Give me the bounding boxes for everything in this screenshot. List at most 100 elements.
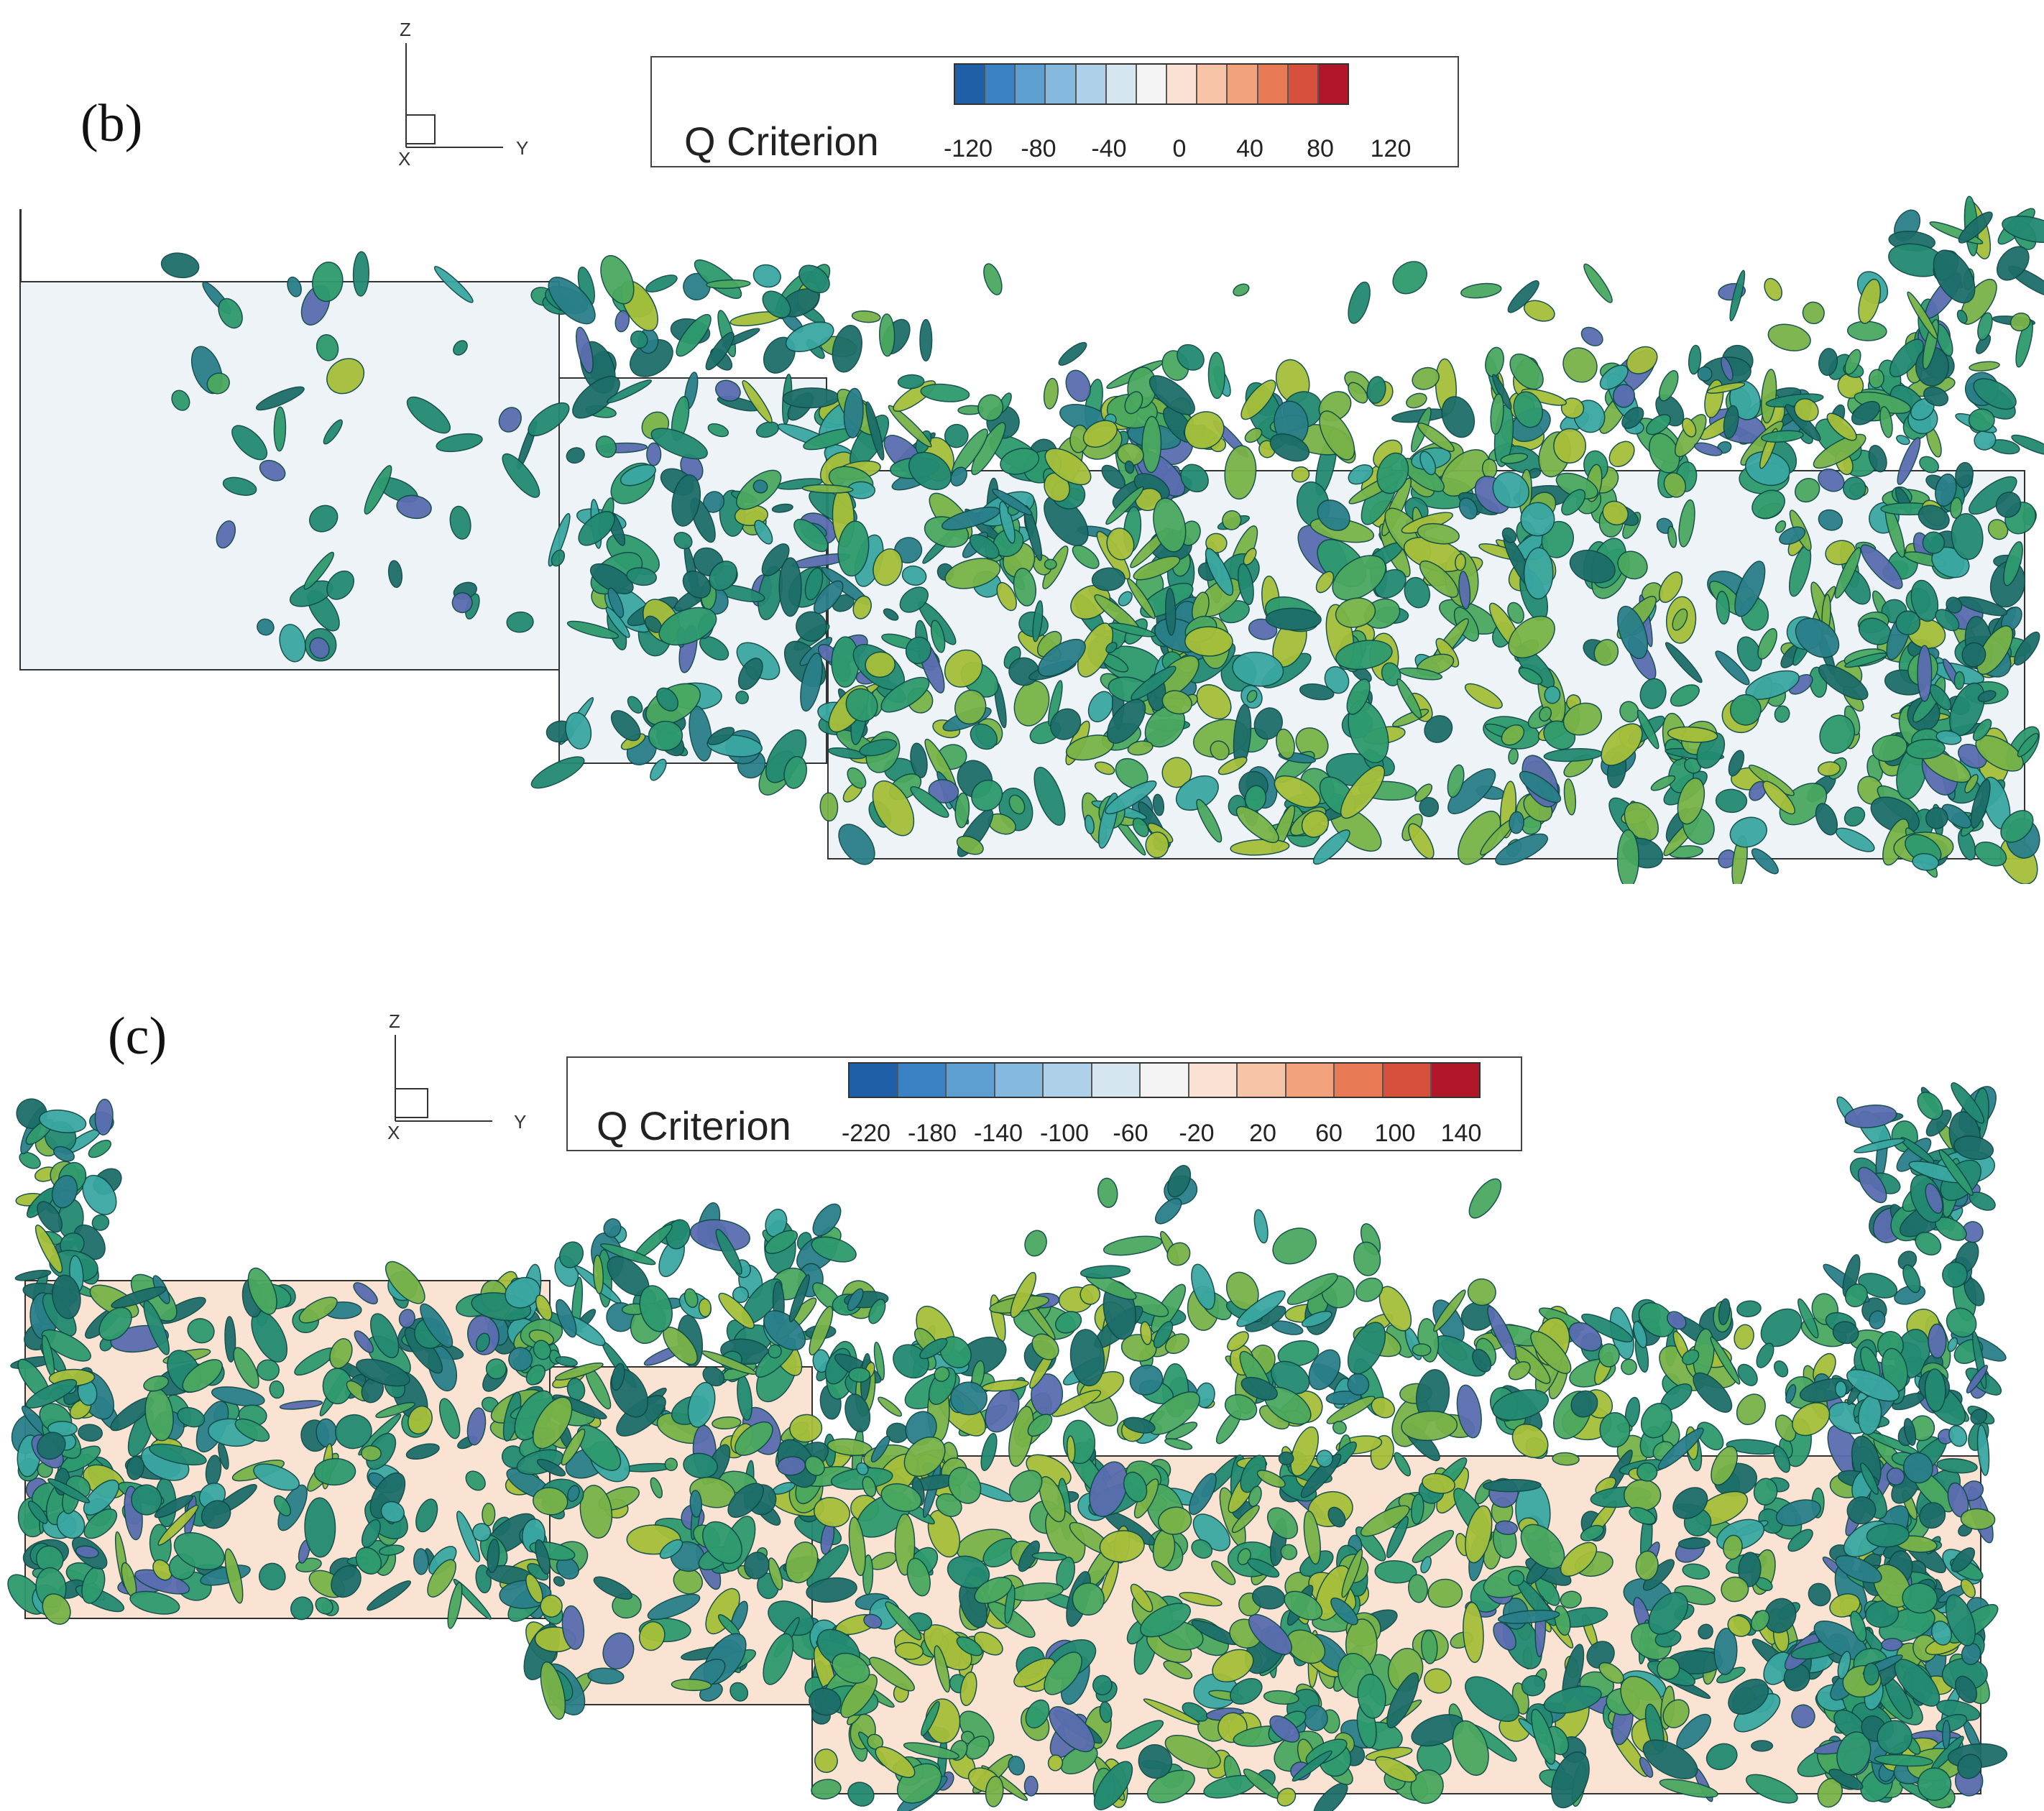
vortex-blob — [1670, 684, 1700, 707]
legend-ticks: -220 -180 -140 -100 -60 -20 20 60 100 140 — [568, 1120, 1521, 1148]
vortex-blob — [1427, 1578, 1463, 1608]
vortex-blob — [453, 1578, 492, 1620]
vortex-blob — [355, 1547, 382, 1575]
vortex-blob — [944, 423, 969, 448]
vortex-blob — [498, 407, 522, 433]
vortex-blob — [1205, 548, 1234, 596]
vortex-blob — [1795, 617, 1840, 658]
vortex-blob — [1832, 1321, 1859, 1345]
vortex-blob — [785, 1542, 819, 1584]
vortex-blob — [954, 689, 987, 725]
vortex-blob — [771, 503, 793, 513]
vortex-blob — [2017, 732, 2039, 757]
vortex-blob — [1877, 1720, 1912, 1755]
vortex-blob — [1846, 1496, 1877, 1525]
isosurface-scene — [19, 195, 2044, 884]
vortex-blob — [1129, 1364, 1164, 1396]
vortex-blob — [378, 1544, 405, 1556]
vortex-blob — [1598, 1662, 1624, 1684]
vortex-blob — [1348, 382, 1368, 404]
vortex-blob — [177, 1406, 206, 1428]
vortex-blob — [2011, 434, 2044, 456]
vortex-blob — [413, 1548, 429, 1575]
vortex-blob — [1866, 1523, 1910, 1548]
axis-label-z: Z — [400, 19, 411, 40]
vortex-blob — [1753, 1478, 1778, 1506]
color-swatch — [1141, 1064, 1189, 1097]
vortex-blob — [1265, 607, 1322, 631]
vortex-blob — [1715, 650, 1750, 686]
vortex-blob — [555, 1356, 578, 1367]
vortex-blob — [47, 1478, 91, 1503]
vortex-blob — [1326, 1396, 1376, 1424]
vortex-blob — [974, 1577, 1013, 1604]
vortex-blob — [353, 1282, 378, 1305]
vortex-blob — [39, 1109, 87, 1133]
vortex-blob — [1004, 1584, 1016, 1624]
vortex-blob — [956, 835, 984, 855]
vortex-blob — [126, 1455, 144, 1480]
vortex-blob — [1452, 1720, 1489, 1776]
vortex-blob — [752, 264, 781, 288]
vortex-blob — [578, 511, 615, 546]
vortex-blob — [1642, 1739, 1698, 1779]
vortex-blob — [1941, 803, 1972, 829]
vortex-blob — [1130, 1583, 1154, 1613]
vortex-blob — [1013, 680, 1050, 727]
vortex-blob — [387, 560, 403, 589]
vortex-blob — [1561, 489, 1586, 516]
axis-triad-icon: Z Y X — [398, 19, 528, 170]
vortex-blob — [873, 548, 903, 586]
vortex-blob — [1617, 605, 1649, 660]
vortex-blob — [1246, 689, 1258, 703]
vortex-blob — [1617, 550, 1648, 580]
vortex-blob — [1751, 489, 1785, 520]
vortex-blob — [1624, 1479, 1662, 1511]
color-swatch — [1167, 65, 1198, 103]
vortex-blob — [1141, 415, 1162, 474]
vortex-blob — [682, 570, 712, 599]
vortex-blob — [224, 1548, 244, 1604]
vortex-blob — [25, 1378, 78, 1409]
legend-title: Q Criterion — [684, 119, 879, 164]
vortex-blob — [1563, 778, 1577, 816]
vortex-blob — [1562, 702, 1603, 736]
vortex-blob — [1027, 1414, 1053, 1437]
vortex-blob — [1164, 1735, 1221, 1769]
vortex-blob — [950, 1381, 988, 1416]
vortex-blob — [1706, 382, 1746, 394]
vortex-blob — [1836, 1731, 1872, 1776]
vortex-blob — [1210, 740, 1230, 761]
vortex-blob — [1341, 1549, 1363, 1598]
vortex-blob — [1010, 1271, 1036, 1318]
vortex-blob — [1164, 587, 1177, 636]
vortex-blob — [1697, 1421, 1724, 1451]
vortex-blob — [1483, 1479, 1542, 1493]
vortex-blob — [639, 1285, 673, 1332]
vortex-blob — [1371, 1396, 1396, 1419]
vortex-blob — [1638, 1302, 1675, 1337]
vortex-blob — [1918, 504, 1950, 530]
vortex-blob — [1404, 576, 1431, 609]
vortex-blob — [42, 1593, 71, 1625]
vortex-blob — [1975, 333, 1992, 354]
vortex-blob — [1233, 283, 1250, 297]
vortex-blob — [1973, 378, 2017, 410]
color-swatch — [898, 1064, 947, 1097]
vortex-blob — [1348, 464, 1373, 485]
vortex-blob — [1464, 683, 1503, 709]
vortex-blob — [98, 1307, 132, 1341]
vortex-blob — [1277, 1340, 1320, 1367]
vortex-blob — [1633, 1320, 1647, 1349]
vortex-blob — [793, 518, 829, 553]
vortex-blob — [1792, 1402, 1831, 1437]
vortex-blob — [1640, 1403, 1673, 1439]
vortex-blob — [927, 1509, 961, 1558]
vortex-blob — [255, 386, 305, 411]
vortex-blob — [1677, 1537, 1711, 1549]
vortex-blob — [1346, 678, 1371, 715]
vortex-blob — [1247, 1558, 1280, 1578]
vortex-blob — [671, 1678, 712, 1692]
vortex-blob — [1951, 513, 1984, 561]
vortex-blob — [1957, 1754, 1982, 1779]
